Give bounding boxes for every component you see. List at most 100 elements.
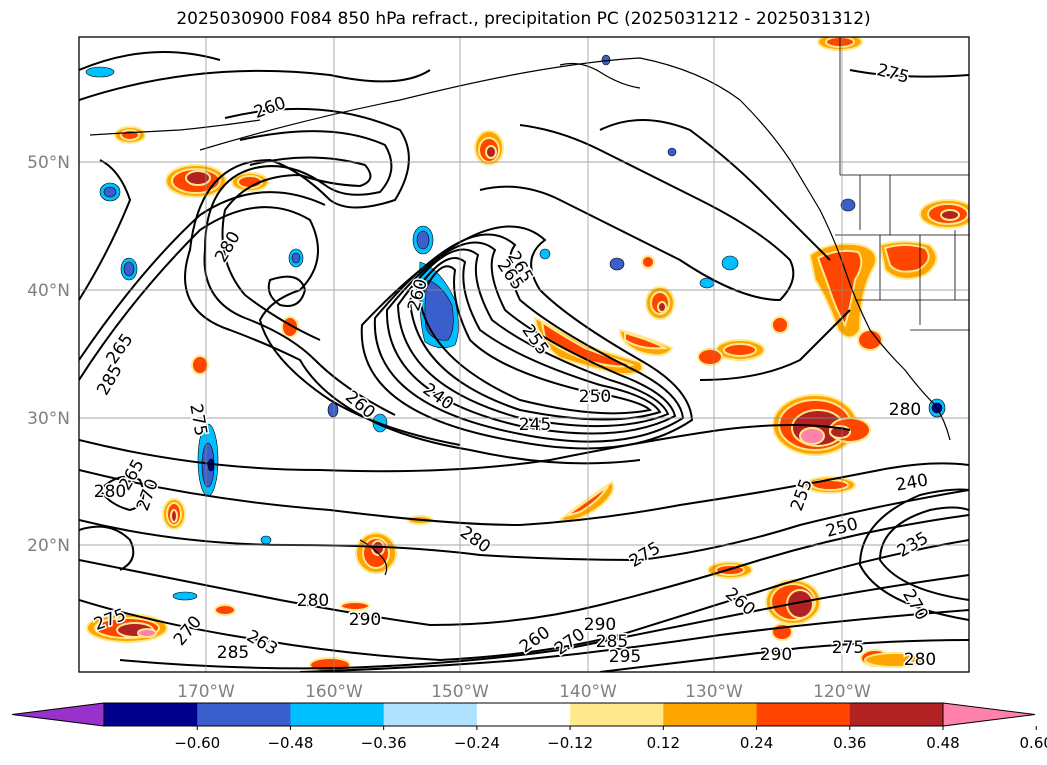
colorbar-tick-label: 0.36	[833, 734, 866, 752]
precip-cell	[485, 145, 497, 159]
coastline-aleutians	[89, 119, 261, 136]
lat-label: 40°N	[27, 281, 70, 301]
contour-line	[98, 475, 145, 512]
contour-line	[221, 156, 372, 341]
contour-line	[267, 275, 307, 307]
colorbar-segment	[197, 703, 291, 726]
contour-line	[79, 489, 969, 562]
colorbar-segment	[476, 703, 571, 726]
precip-neg-cell	[609, 257, 625, 271]
latitude-labels: 50°N 40°N 30°N 20°N	[27, 153, 70, 556]
colorbar-segment	[849, 703, 944, 726]
contour-line	[385, 241, 677, 435]
colorbar-extend-high	[942, 702, 1036, 727]
map-frame	[78, 36, 970, 673]
contour-line	[599, 119, 831, 261]
precip-neg-cell	[123, 261, 135, 277]
precip-cell	[214, 604, 236, 616]
colorbar-outline	[103, 702, 944, 727]
precip-band	[816, 249, 863, 328]
precip-neg-cell	[721, 255, 739, 271]
contour-label: 290	[349, 610, 381, 630]
precip-cell	[771, 316, 789, 334]
precip-neg-cell	[103, 186, 117, 198]
colorbar-tick-label: −0.24	[454, 734, 500, 752]
contour-line	[396, 248, 670, 428]
contour-line	[79, 159, 132, 301]
contour-line	[79, 206, 461, 446]
contour-label: 285	[217, 643, 249, 663]
lon-label: 170°W	[177, 682, 235, 702]
contour-label: 285	[596, 632, 628, 652]
contour-line	[878, 506, 969, 601]
contour-line	[79, 191, 326, 361]
precip-cell	[723, 343, 757, 357]
colorbar-segment	[756, 703, 851, 726]
contour-label: 245	[519, 415, 551, 435]
precip-band	[540, 319, 636, 368]
refractivity-contours	[79, 51, 969, 672]
contour-line	[79, 525, 135, 571]
precip-neg-cell	[327, 402, 339, 418]
colorbar-segment	[383, 703, 478, 726]
contour-line	[79, 539, 969, 662]
contour-label: 280	[904, 650, 936, 670]
precip-neg-cell	[172, 591, 198, 601]
contour-line	[373, 233, 685, 443]
colorbar-tick-label: 0.48	[926, 734, 959, 752]
precip-neg-cell	[539, 248, 551, 260]
contour-label: 290	[760, 645, 792, 665]
contour-line	[79, 514, 969, 627]
precip-band	[624, 331, 669, 350]
contour-label: 280	[297, 591, 329, 611]
colorbar-tick-label: 0.12	[647, 734, 680, 752]
lon-label: 140°W	[559, 682, 617, 702]
precip-cell	[697, 348, 723, 366]
coastline-islands	[559, 62, 641, 89]
precip-neg-cell	[416, 230, 430, 250]
precip-neg-cell	[291, 252, 301, 264]
precip-cell	[940, 209, 960, 221]
precip-band	[565, 485, 609, 517]
precip-neg-cell	[840, 198, 856, 212]
colorbar: −0.60 −0.48 −0.36 −0.24 −0.12 0.12 0.24 0.36 0.4…	[11, 702, 1047, 752]
coastline-hawaii	[359, 539, 388, 576]
contour-line	[119, 574, 969, 670]
precip-cell	[340, 601, 370, 611]
precip-cell	[137, 628, 157, 638]
colorbar-segment	[104, 703, 198, 726]
coastlines	[89, 57, 951, 576]
precip-cell	[185, 170, 211, 186]
contour-line	[203, 130, 396, 416]
colorbar-tick-label: −0.12	[547, 734, 593, 752]
lon-label: 160°W	[305, 682, 363, 702]
colorbar-segment	[290, 703, 385, 726]
contour-line	[299, 609, 969, 672]
contour-label: 250	[579, 387, 611, 407]
colorbar-tick-label: −0.60	[174, 734, 220, 752]
contour-line	[599, 639, 969, 672]
contour-line	[699, 309, 851, 381]
precip-neg-cell	[667, 147, 677, 157]
colorbar-extend-low	[11, 702, 105, 727]
precip-cell	[170, 509, 178, 523]
lat-label: 20°N	[27, 536, 70, 556]
coastline-alaska	[199, 57, 951, 441]
longitude-labels: 170°W 160°W 150°W 140°W 130°W 120°W	[177, 682, 871, 702]
gridlines	[79, 37, 969, 672]
precip-cell	[641, 255, 655, 269]
map-background	[79, 37, 969, 672]
contour-line	[79, 462, 969, 527]
colorbar-tick-label: −0.36	[361, 734, 407, 752]
contour-label: 290	[584, 615, 616, 635]
precip-cell	[657, 301, 667, 313]
lat-label: 30°N	[27, 409, 70, 429]
precip-cell	[864, 652, 926, 668]
contour-line	[79, 69, 431, 101]
contour-line	[858, 488, 969, 621]
precipitation-layer	[85, 37, 969, 672]
colorbar-tick-label: 0.60	[1020, 734, 1047, 752]
colorbar-segment	[663, 703, 758, 726]
contour-label: 280	[889, 400, 921, 420]
precip-cell	[120, 129, 140, 141]
